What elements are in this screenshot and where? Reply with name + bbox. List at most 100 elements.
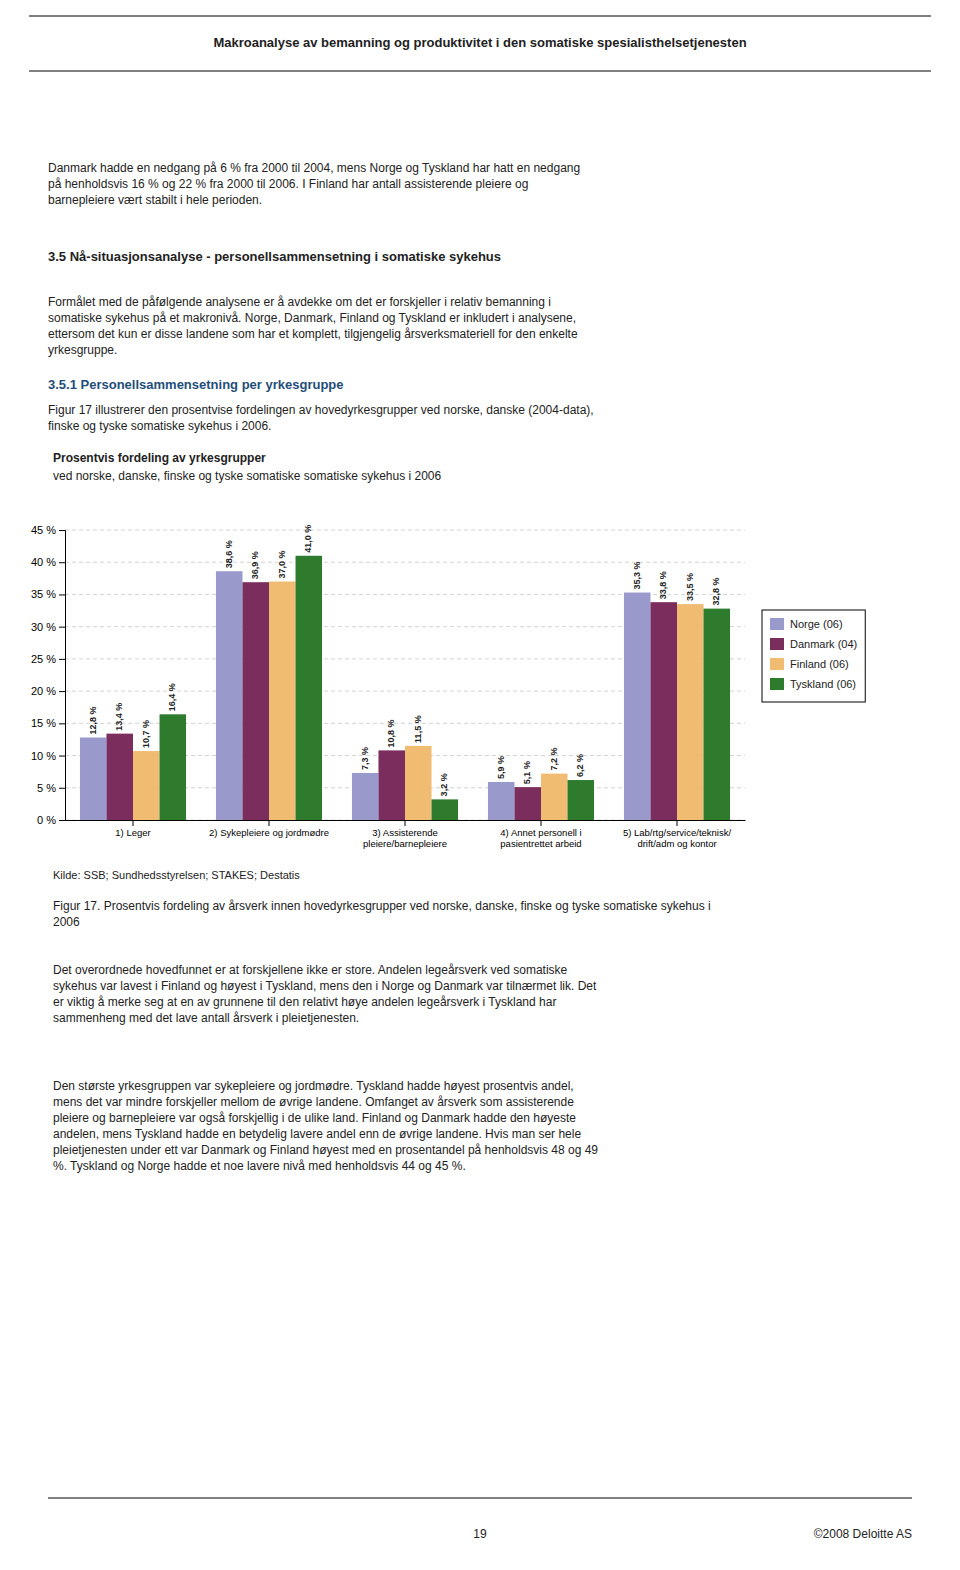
- figure-caption-line: 2006: [53, 915, 80, 929]
- bar: [216, 571, 243, 820]
- chart-subtitle-line: ved norske, danske, finske og tyske soma…: [53, 469, 442, 483]
- bars: [80, 556, 730, 820]
- data-label: 10,7 %: [141, 720, 151, 748]
- tick-label: 20 %: [31, 685, 56, 697]
- data-label: 33,8 %: [658, 571, 668, 599]
- tick-label: 15 %: [31, 717, 56, 729]
- y-tick: 30 %: [31, 621, 65, 633]
- tick-mark: [59, 659, 65, 660]
- data-labels: 12,8 %38,6 %7,3 %5,9 %35,3 %13,4 %36,9 %…: [88, 525, 722, 797]
- data-label: 16,4 %: [167, 683, 177, 711]
- intro-line: Danmark hadde en nedgang på 6 % fra 2000…: [48, 161, 580, 175]
- tick-label: 0 %: [37, 814, 56, 826]
- tick-mark: [59, 562, 65, 563]
- body-text-line: sammenheng med det lave antall årsverk i…: [53, 1011, 359, 1025]
- y-tick: 5 %: [37, 782, 65, 794]
- tick-mark: [405, 820, 406, 826]
- bar: [677, 604, 704, 820]
- header-rule: [29, 16, 931, 17]
- body-text-line: Den største yrkesgruppen var sykepleiere…: [53, 1079, 574, 1093]
- series: [80, 571, 651, 820]
- tick-label: 5) Lab/rtg/service/teknisk/drift/adm og …: [623, 827, 732, 849]
- data-label: 13,4 %: [114, 703, 124, 731]
- source: Kilde: SSB; Sundhedsstyrelsen; STAKES; D…: [53, 869, 300, 881]
- legend-item: Danmark (04): [770, 638, 857, 650]
- bar: [133, 751, 160, 820]
- data-label: 12,8 %: [88, 706, 98, 734]
- x-axis: 1) Leger 2) Sykepleiere og jordmødre 3) As…: [66, 820, 746, 849]
- bar: [106, 734, 133, 820]
- bar: [514, 787, 541, 820]
- legend: Norge (06)Danmark (04)Finland (06)Tyskla…: [762, 610, 865, 702]
- tick-label-line: 4) Annet personell i: [500, 827, 581, 838]
- chart-title: Prosentvis fordeling av yrkesgrupper: [53, 451, 266, 465]
- bar: [269, 582, 296, 820]
- tick-label: 25 %: [31, 653, 56, 665]
- data-label: 5,1 %: [522, 761, 532, 784]
- subsection-body-line: finske og tyske somatiske sykehus i 2006…: [48, 419, 271, 433]
- y-tick: 45 %: [31, 524, 65, 536]
- footer-page-line: 19: [473, 1527, 487, 1541]
- tick-mark: [59, 723, 65, 724]
- tick-label-line: 1) Leger: [115, 827, 150, 838]
- bar: [650, 602, 677, 820]
- tick-label-line: 2) Sykepleiere og jordmødre: [209, 827, 329, 838]
- y-tick: 25 %: [31, 653, 65, 665]
- footer-page: 19: [473, 1527, 487, 1541]
- legend-swatch: [770, 678, 784, 690]
- bar: [432, 799, 459, 820]
- section-body-line: yrkesgruppe.: [48, 343, 117, 357]
- bar: [541, 774, 568, 820]
- bar: [242, 582, 269, 820]
- chart-title-line: Prosentvis fordeling av yrkesgrupper: [53, 451, 266, 465]
- body-text-line: mens det var mindre forskjeller mellom d…: [53, 1095, 574, 1109]
- body-text: Den største yrkesgruppen var sykepleiere…: [53, 1079, 598, 1173]
- chart: 0 %5 %10 %15 %20 %25 %30 %35 %40 %45 %12…: [31, 524, 746, 849]
- y-tick: 10 %: [31, 750, 65, 762]
- subsection-heading: 3.5.1 Personellsammensetning per yrkesgr…: [48, 377, 344, 392]
- tick-mark: [269, 820, 270, 826]
- tick-label: 10 %: [31, 750, 56, 762]
- tick-label: 30 %: [31, 621, 56, 633]
- x-tick: 4) Annet personell ipasientrettet arbeid: [500, 820, 581, 849]
- data-label: 7,2 %: [549, 748, 559, 771]
- data-label: 3,2 %: [439, 773, 449, 796]
- tick-label-line: drift/adm og kontor: [637, 838, 716, 849]
- intro: Danmark hadde en nedgang på 6 % fra 2000…: [48, 161, 580, 207]
- figure-caption-line: Figur 17. Prosentvis fordeling av årsver…: [53, 899, 711, 913]
- data-label: 6,2 %: [575, 754, 585, 777]
- bar: [624, 593, 651, 820]
- legend-swatch: [770, 638, 784, 650]
- data-label: 38,6 %: [224, 540, 234, 568]
- data-label: 7,3 %: [360, 747, 370, 770]
- body-text: Det overordnede hovedfunnet er at forskj…: [53, 963, 597, 1025]
- x-tick: 3) Assisterendepleiere/barnepleiere: [363, 820, 447, 849]
- legend-label: Norge (06): [790, 618, 843, 630]
- footer-right-line: ©2008 Deloitte AS: [814, 1527, 912, 1541]
- grid-line: [65, 562, 745, 563]
- bar: [80, 738, 107, 820]
- tick-label-line: pleiere/barnepleiere: [363, 838, 447, 849]
- x-tick: 5) Lab/rtg/service/teknisk/drift/adm og …: [623, 820, 732, 849]
- header-rule: [29, 71, 931, 72]
- tick-mark: [59, 756, 65, 757]
- tick-mark: [59, 788, 65, 789]
- data-label: 33,5 %: [685, 573, 695, 601]
- body-text-line: andelen, mens Tyskland hadde en betydeli…: [53, 1127, 581, 1141]
- tick-label: 1) Leger: [115, 827, 150, 838]
- data-label: 10,8 %: [386, 719, 396, 747]
- tick-mark: [59, 627, 65, 628]
- subsection-body-line: Figur 17 illustrerer den prosentvise for…: [48, 403, 594, 417]
- legend-swatch: [770, 658, 784, 670]
- tick-mark: [541, 820, 542, 826]
- grid-line: [65, 530, 745, 531]
- section-heading: 3.5 Nå-situasjonsanalyse - personellsamm…: [48, 249, 501, 264]
- y-axis: 0 %5 %10 %15 %20 %25 %30 %35 %40 %45 %: [31, 524, 66, 826]
- series: [160, 556, 731, 820]
- bar: [352, 773, 379, 820]
- legend-item: Finland (06): [770, 658, 849, 670]
- body-text-line: pleiere og barnepleiere var også forskje…: [53, 1111, 576, 1125]
- tick-mark: [133, 820, 134, 826]
- body-text-line: sykehus var lavest i Finland og høyest i…: [53, 979, 597, 993]
- section-body-line: Formålet med de påfølgende analysene er …: [48, 295, 551, 309]
